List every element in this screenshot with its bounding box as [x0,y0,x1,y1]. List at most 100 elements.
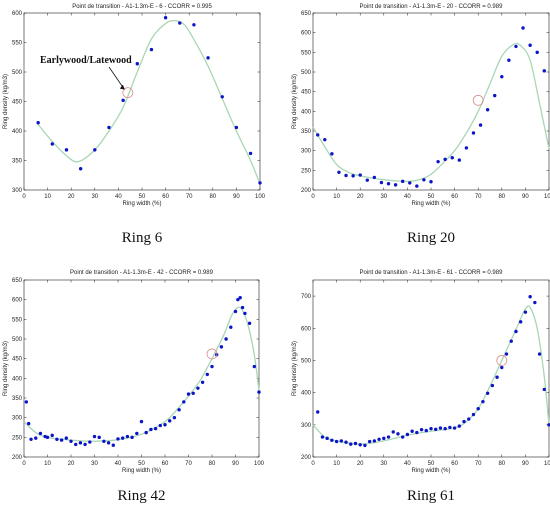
data-point [69,439,73,443]
x-tick-label: 100 [254,461,265,467]
x-tick-label: 60 [451,194,458,200]
y-axis-label: Ring density (kg/m3) [292,341,298,396]
data-point [533,300,537,305]
y-tick-label: 600 [12,298,23,304]
data-point [438,426,443,430]
data-point [372,175,377,180]
data-point [139,419,144,424]
chart-title: Point de transition - A1-1.3m-E - 42 - C… [70,270,214,276]
data-point [121,436,125,440]
data-point [97,435,101,440]
y-tick-label: 300 [301,423,312,429]
y-tick-label: 200 [12,455,23,461]
data-point [393,183,398,187]
x-tick-label: 0 [22,194,26,200]
data-point [111,443,116,447]
data-point [224,337,228,341]
data-point [206,56,210,60]
y-tick-label: 300 [12,188,23,194]
y-tick-label: 650 [12,278,23,284]
y-tick-label: 450 [12,357,23,363]
data-point [514,329,518,334]
y-tick-label: 450 [12,100,23,106]
data-point [334,439,339,444]
data-point [238,296,242,300]
x-tick-label: 0 [311,461,315,467]
data-point [243,311,247,316]
plot-frame [23,12,261,191]
data-point [476,407,480,411]
data-point [93,148,97,152]
y-tick-label: 600 [301,31,312,37]
data-point [59,438,64,442]
data-point [448,425,452,430]
data-point [386,435,391,439]
plot-frame [312,279,550,458]
data-point [248,151,253,156]
plot-frame [312,12,550,191]
data-point [158,423,162,428]
x-tick-label: 0 [22,461,26,467]
data-point [168,419,172,423]
fit-curve [312,42,550,182]
data-point [542,387,546,392]
data-point [349,442,353,446]
data-point [537,352,542,356]
data-point [24,400,29,404]
x-tick-label: 10 [44,461,51,467]
data-point [191,391,195,395]
x-tick-label: 60 [162,194,169,200]
data-point [116,437,120,441]
data-point [493,93,497,98]
fit-curve [37,19,261,185]
data-point [422,178,426,182]
y-tick-label: 550 [12,41,23,47]
data-point [121,98,125,103]
data-point [88,440,92,444]
data-point [205,372,209,377]
x-tick-label: 80 [209,194,216,200]
x-tick-label: 10 [333,194,340,200]
data-point [330,438,334,442]
data-point [229,325,233,329]
data-point [478,123,483,127]
data-point [410,429,414,433]
y-tick-label: 400 [301,109,312,115]
x-tick-label: 0 [311,194,315,200]
chart-title: Point de transition - A1-1.3m-E - 61 - C… [360,270,504,276]
x-tick-label: 100 [255,194,266,200]
data-point [106,441,111,445]
y-tick-label: 650 [301,11,312,17]
y-tick-label: 700 [301,294,312,300]
x-tick-label: 70 [185,461,192,467]
data-point [257,390,261,394]
data-point [351,174,355,178]
data-point [485,108,490,112]
y-tick-label: 600 [301,326,312,332]
data-point [396,432,400,436]
data-point [247,321,252,325]
data-point [64,148,69,152]
data-point [339,439,344,443]
y-tick-label: 550 [12,317,23,323]
y-tick-label: 250 [301,168,312,174]
chart-title: Point de transition - A1-1.3m-E - 20 - C… [360,4,504,10]
data-point [220,95,224,99]
data-point [462,419,466,424]
data-point [408,181,412,185]
y-axis-label: Ring density (kg/m3) [3,74,9,129]
data-point [78,167,83,171]
data-point [344,173,348,178]
x-tick-label: 30 [91,194,98,200]
data-point [415,184,419,188]
transition-marker [496,355,508,366]
y-tick-label: 200 [301,455,312,461]
y-axis-label: Ring density (kg/m3) [3,341,9,396]
x-tick-label: 20 [357,194,364,200]
transition-marker [206,348,218,360]
data-point [415,430,419,435]
data-point [64,436,69,440]
data-point [163,16,168,20]
transition-marker [472,94,484,106]
y-tick-label: 600 [12,11,23,17]
